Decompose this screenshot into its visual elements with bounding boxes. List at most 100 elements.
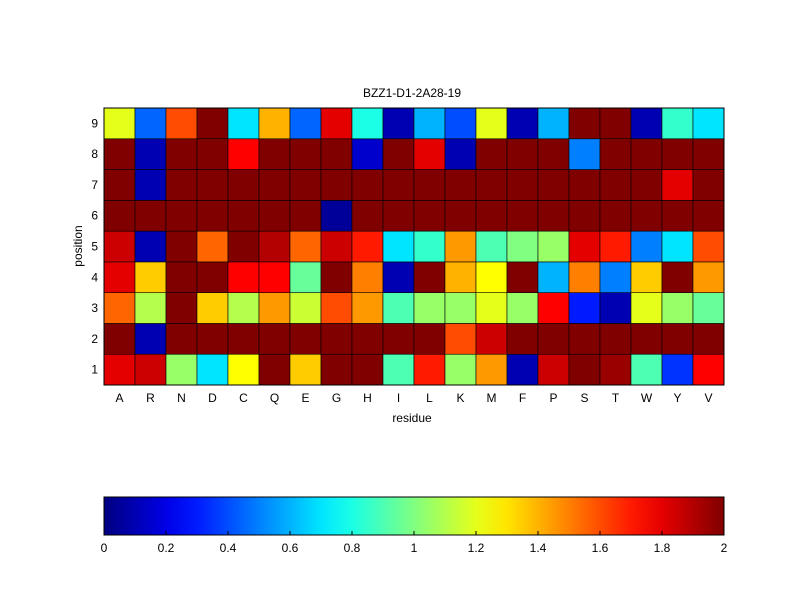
heat-cell-5-L bbox=[413, 230, 446, 263]
x-axis-label: residue bbox=[392, 411, 432, 425]
x-tick-label: A bbox=[115, 391, 123, 405]
heat-cell-6-K bbox=[444, 200, 477, 232]
heat-cell-1-I bbox=[382, 353, 415, 386]
heat-cell-8-A bbox=[103, 138, 136, 170]
heat-cell-2-Q bbox=[258, 323, 291, 355]
y-tick-label: 6 bbox=[91, 209, 98, 223]
heat-cell-2-N bbox=[165, 323, 198, 355]
heat-cell-7-M bbox=[475, 169, 508, 201]
heat-cell-3-H bbox=[351, 292, 384, 324]
heat-cell-9-D bbox=[196, 107, 229, 140]
heat-cell-8-I bbox=[382, 138, 415, 170]
heat-cell-4-C bbox=[227, 261, 260, 293]
heat-cell-4-T bbox=[599, 261, 632, 293]
heat-cell-4-N bbox=[165, 261, 198, 293]
x-tick-label: N bbox=[177, 391, 186, 405]
x-tick-label: W bbox=[641, 391, 653, 405]
heat-cell-5-K bbox=[444, 230, 477, 263]
heat-cell-9-A bbox=[103, 107, 136, 140]
x-tick-label: H bbox=[363, 391, 372, 405]
heat-cell-1-C bbox=[227, 353, 260, 386]
heat-cell-1-F bbox=[506, 353, 539, 386]
heat-cell-3-C bbox=[227, 292, 260, 324]
heat-cell-8-S bbox=[568, 138, 601, 170]
colorbar-tick-label: 1.6 bbox=[592, 541, 609, 555]
heat-cell-5-H bbox=[351, 230, 384, 263]
colorbar-tick-label: 0 bbox=[101, 541, 108, 555]
heat-cell-1-H bbox=[351, 353, 384, 386]
heat-cell-5-S bbox=[568, 230, 601, 263]
heat-cell-9-F bbox=[506, 107, 539, 140]
heat-cell-7-V bbox=[692, 169, 725, 201]
heat-cell-5-R bbox=[134, 230, 167, 263]
heat-cell-9-E bbox=[289, 107, 322, 140]
heat-cell-6-T bbox=[599, 200, 632, 232]
heat-cell-2-F bbox=[506, 323, 539, 355]
heat-cell-5-M bbox=[475, 230, 508, 263]
heat-cell-8-Y bbox=[661, 138, 694, 170]
heat-cell-6-S bbox=[568, 200, 601, 232]
heat-cell-2-Y bbox=[661, 323, 694, 355]
heat-cell-3-K bbox=[444, 292, 477, 324]
heat-cell-5-Q bbox=[258, 230, 291, 263]
heat-cell-1-S bbox=[568, 353, 601, 386]
heat-cell-5-D bbox=[196, 230, 229, 263]
heat-cell-1-Q bbox=[258, 353, 291, 386]
y-tick-label: 1 bbox=[91, 363, 98, 377]
heat-cell-1-Y bbox=[661, 353, 694, 386]
heat-cell-6-Q bbox=[258, 200, 291, 232]
heat-cell-6-G bbox=[320, 200, 353, 232]
heat-cell-5-W bbox=[630, 230, 663, 263]
heat-cell-4-S bbox=[568, 261, 601, 293]
heat-cell-7-T bbox=[599, 169, 632, 201]
heat-cell-6-R bbox=[134, 200, 167, 232]
heat-cell-2-A bbox=[103, 323, 136, 355]
heat-cell-8-R bbox=[134, 138, 167, 170]
x-tick-label: F bbox=[519, 391, 526, 405]
heat-cell-2-P bbox=[537, 323, 570, 355]
heat-cell-6-M bbox=[475, 200, 508, 232]
heat-cell-1-A bbox=[103, 353, 136, 386]
heat-cell-8-W bbox=[630, 138, 663, 170]
heat-cell-7-Q bbox=[258, 169, 291, 201]
heat-cell-9-C bbox=[227, 107, 260, 140]
heat-cell-7-H bbox=[351, 169, 384, 201]
heat-cell-7-W bbox=[630, 169, 663, 201]
heat-cell-3-D bbox=[196, 292, 229, 324]
colorbar-tick-labels: 0 0.2 0.4 0.6 0.8 1 1.2 1.4 1.6 1.8 2 bbox=[101, 531, 728, 555]
x-tick-label: Q bbox=[270, 391, 279, 405]
heat-cell-6-D bbox=[196, 200, 229, 232]
heat-cell-6-A bbox=[103, 200, 136, 232]
y-tick-label: 2 bbox=[91, 332, 98, 346]
heat-cell-4-Y bbox=[661, 261, 694, 293]
heat-cell-7-S bbox=[568, 169, 601, 201]
heat-cell-5-G bbox=[320, 230, 353, 263]
x-tick-label: M bbox=[487, 391, 497, 405]
y-tick-label: 5 bbox=[91, 240, 98, 254]
heat-cell-2-G bbox=[320, 323, 353, 355]
heat-cell-9-N bbox=[165, 107, 198, 140]
heat-cell-3-G bbox=[320, 292, 353, 324]
heat-cell-4-D bbox=[196, 261, 229, 293]
heat-cell-9-L bbox=[413, 107, 446, 140]
x-tick-label: Y bbox=[673, 391, 681, 405]
heat-cell-2-S bbox=[568, 323, 601, 355]
colorbar-tick-label: 0.8 bbox=[344, 541, 361, 555]
heat-cell-8-P bbox=[537, 138, 570, 170]
x-tick-label: I bbox=[397, 391, 400, 405]
heat-cell-6-F bbox=[506, 200, 539, 232]
heat-cell-3-I bbox=[382, 292, 415, 324]
x-tick-label: K bbox=[456, 391, 464, 405]
heat-cell-8-N bbox=[165, 138, 198, 170]
heat-cell-8-M bbox=[475, 138, 508, 170]
heat-cell-6-Y bbox=[661, 200, 694, 232]
heat-cell-1-V bbox=[692, 353, 725, 386]
heat-cell-6-N bbox=[165, 200, 198, 232]
heat-cell-4-H bbox=[351, 261, 384, 293]
x-tick-label: D bbox=[208, 391, 217, 405]
heat-cell-5-Y bbox=[661, 230, 694, 263]
heat-cell-3-Y bbox=[661, 292, 694, 324]
heat-cell-2-V bbox=[692, 323, 725, 355]
